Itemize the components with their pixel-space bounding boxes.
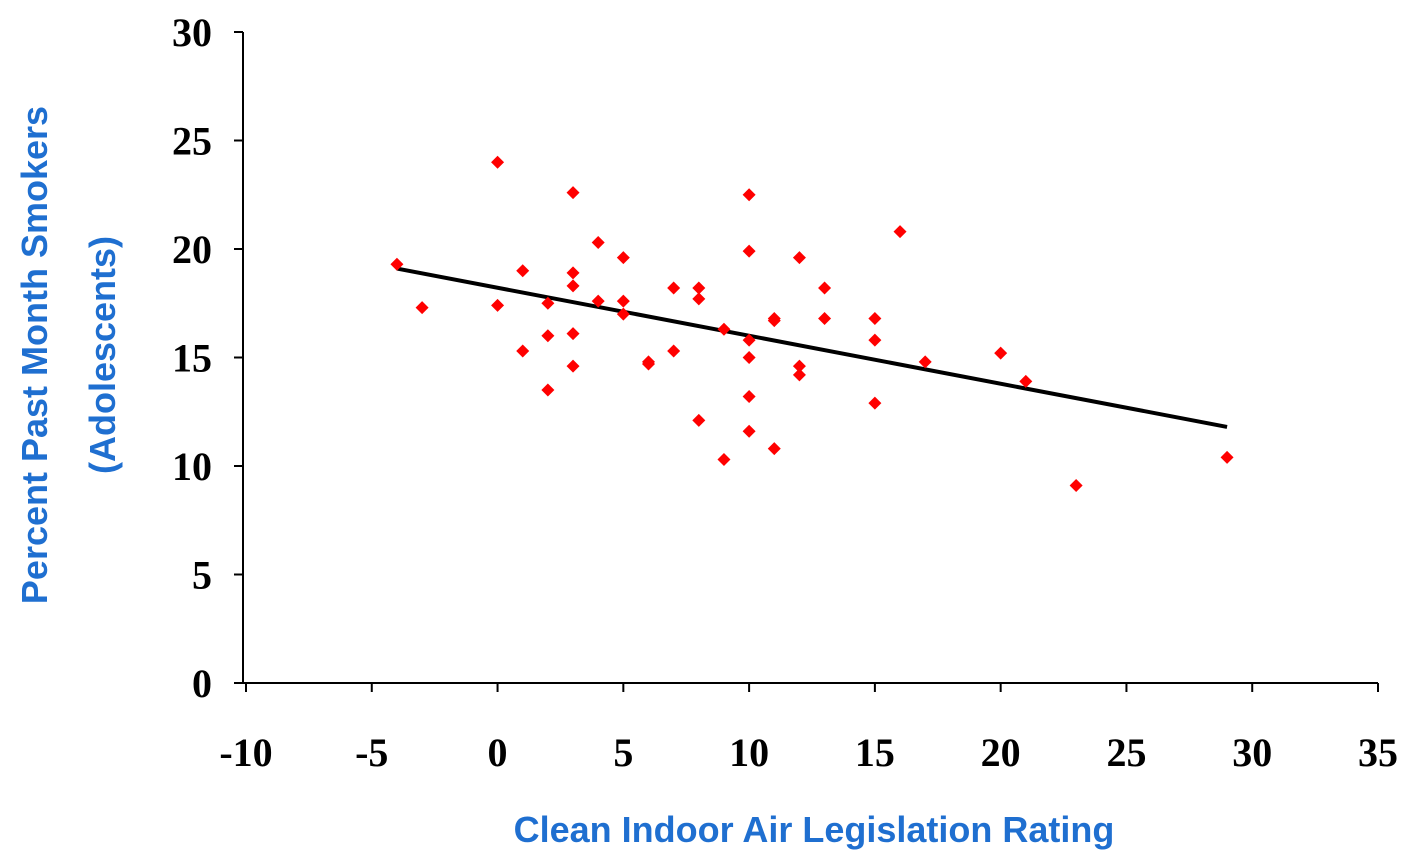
point xyxy=(566,327,580,341)
point xyxy=(491,298,505,312)
trend-line xyxy=(396,266,1228,429)
point xyxy=(1069,479,1083,493)
point xyxy=(566,186,580,200)
point xyxy=(541,296,555,310)
point xyxy=(566,266,580,280)
point xyxy=(516,264,530,278)
point xyxy=(742,244,756,258)
point xyxy=(868,396,882,410)
x-tick-label: -10 xyxy=(219,730,272,775)
point xyxy=(692,413,706,427)
point xyxy=(742,333,756,347)
point xyxy=(792,251,806,265)
x-axis-title: Clean Indoor Air Legislation Rating xyxy=(514,809,1115,850)
point xyxy=(742,424,756,438)
point xyxy=(742,390,756,404)
point xyxy=(415,301,429,315)
point xyxy=(1220,450,1234,464)
point xyxy=(742,188,756,202)
x-tick-label: 25 xyxy=(1106,730,1146,775)
point xyxy=(918,355,932,369)
point xyxy=(792,368,806,382)
y-tick-label: 5 xyxy=(192,553,212,598)
point xyxy=(616,307,630,321)
x-tick-label: 15 xyxy=(855,730,895,775)
point xyxy=(616,251,630,265)
point xyxy=(767,314,781,328)
point xyxy=(818,281,832,295)
point xyxy=(566,359,580,373)
y-axis-title: Percent Past Month Smokers xyxy=(14,106,55,604)
y-tick-label: 15 xyxy=(172,336,212,381)
point xyxy=(868,333,882,347)
point xyxy=(491,155,505,169)
point xyxy=(516,344,530,358)
point xyxy=(390,257,404,271)
point xyxy=(541,383,555,397)
point xyxy=(667,281,681,295)
point xyxy=(616,294,630,308)
point xyxy=(717,452,731,466)
x-tick-label: 5 xyxy=(613,730,633,775)
point xyxy=(868,311,882,325)
point xyxy=(717,322,731,336)
x-tick-label: 35 xyxy=(1358,730,1398,775)
point xyxy=(566,279,580,293)
point xyxy=(641,357,655,371)
point xyxy=(994,346,1008,360)
point xyxy=(767,442,781,456)
point xyxy=(792,359,806,373)
x-tick-label: 0 xyxy=(488,730,508,775)
y-axis-title: (Adolescents) xyxy=(82,236,123,474)
point xyxy=(591,294,605,308)
point xyxy=(692,281,706,295)
point xyxy=(667,344,681,358)
y-tick-label: 20 xyxy=(172,227,212,272)
point xyxy=(818,311,832,325)
y-tick-label: 0 xyxy=(192,661,212,706)
x-tick-label: 30 xyxy=(1232,730,1272,775)
x-tick-label: 10 xyxy=(729,730,769,775)
x-tick-label: -5 xyxy=(355,730,388,775)
point xyxy=(541,329,555,343)
y-tick-label: 30 xyxy=(172,10,212,55)
point xyxy=(893,225,907,239)
point xyxy=(692,292,706,306)
x-tick-label: 20 xyxy=(981,730,1021,775)
point xyxy=(591,235,605,249)
point xyxy=(742,351,756,364)
point xyxy=(1019,374,1033,388)
y-tick-label: 25 xyxy=(172,119,212,164)
y-tick-label: 10 xyxy=(172,444,212,489)
